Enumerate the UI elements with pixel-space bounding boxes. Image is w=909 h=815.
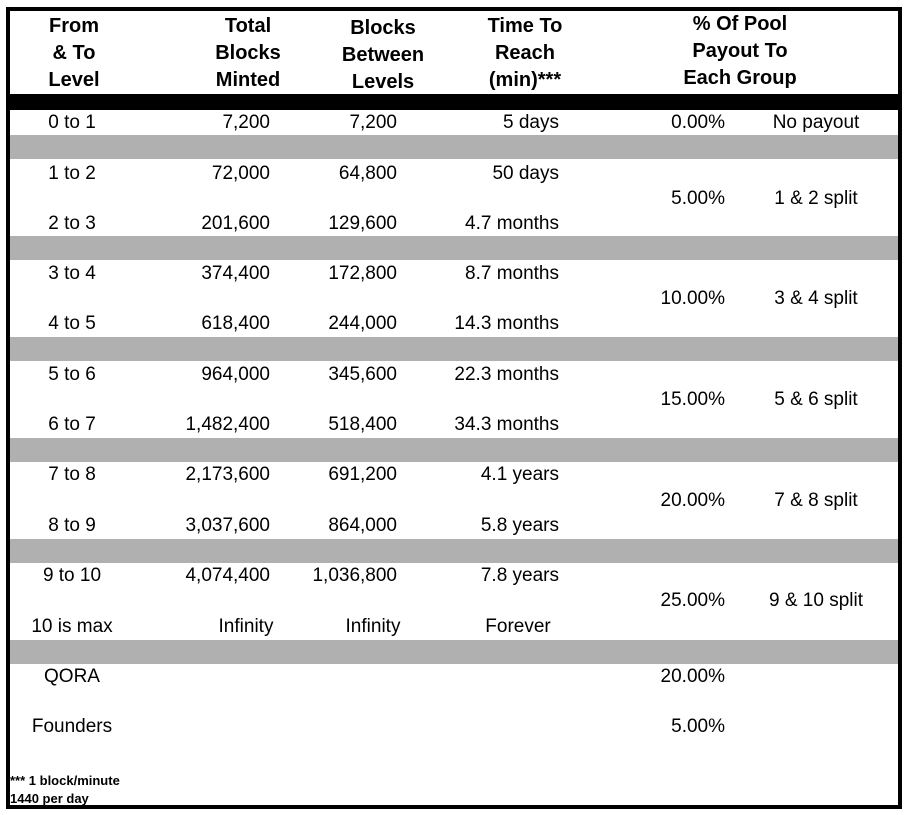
- level-cell: 9 to 10: [42, 565, 102, 586]
- header-line: Levels: [351, 71, 415, 93]
- footnote-line: *** 1 block/minute: [10, 773, 120, 788]
- header-line: % Of Pool: [692, 13, 788, 35]
- level-cell: 4 to 5: [48, 313, 96, 334]
- header-line: Total: [224, 15, 272, 37]
- payout-group-cell: 5 & 6 split: [774, 389, 858, 410]
- level-cell: 6 to 7: [48, 414, 96, 435]
- row-separator: [10, 438, 898, 462]
- header-line: Reach: [494, 42, 556, 64]
- header-line: Time To: [487, 15, 563, 37]
- time-to-reach-cell: 4.7 months: [465, 213, 559, 234]
- blocks-between-cell: 691,200: [328, 464, 397, 485]
- row-separator: [10, 135, 898, 159]
- time-to-reach-cell: 4.1 years: [480, 464, 559, 485]
- time-to-reach-cell: 8.7 months: [465, 263, 559, 284]
- blocks-between-cell: 64,800: [338, 163, 397, 184]
- level-cell: 10 is max: [31, 616, 113, 637]
- time-to-reach-cell: Forever: [485, 616, 551, 637]
- total-minted-cell: 374,400: [201, 263, 270, 284]
- time-to-reach-cell: 5 days: [503, 112, 559, 133]
- pool-percent-cell: 20.00%: [660, 490, 725, 511]
- extra-percent-cell: 20.00%: [660, 666, 725, 687]
- pool-percent-cell: 5.00%: [671, 188, 725, 209]
- payout-group-cell: 1 & 2 split: [774, 188, 858, 209]
- time-to-reach-cell: 7.8 years: [480, 565, 559, 586]
- payout-group-cell: 9 & 10 split: [769, 590, 863, 611]
- blocks-between-cell: 7,200: [349, 112, 397, 133]
- header-line: Minted: [215, 69, 281, 91]
- row-separator: [10, 640, 898, 664]
- blocks-between-cell: 172,800: [328, 263, 397, 284]
- payout-group-cell: 3 & 4 split: [774, 288, 858, 309]
- level-cell: 1 to 2: [48, 163, 96, 184]
- total-minted-cell: 618,400: [201, 313, 270, 334]
- blocks-between-cell: 345,600: [328, 364, 397, 385]
- blocks-between-cell: 864,000: [328, 515, 397, 536]
- extra-name-cell: Founders: [31, 716, 113, 737]
- total-minted-cell: 1,482,400: [185, 414, 270, 435]
- row-separator: [10, 539, 898, 563]
- pool-percent-cell: 25.00%: [660, 590, 725, 611]
- header-line: Each Group: [683, 67, 797, 89]
- blocks-between-cell: 1,036,800: [312, 565, 397, 586]
- header-time-to-reach: Time To Reach (min)***: [470, 13, 580, 94]
- header-divider: [10, 94, 898, 110]
- header-pool-payout: % Of Pool Payout To Each Group: [670, 11, 810, 92]
- level-cell: 2 to 3: [48, 213, 96, 234]
- time-to-reach-cell: 34.3 months: [454, 414, 559, 435]
- header-line: Blocks: [350, 17, 416, 39]
- header-total-blocks-minted: Total Blocks Minted: [203, 13, 293, 94]
- total-minted-cell: Infinity: [218, 616, 274, 637]
- extra-name-cell: QORA: [44, 666, 100, 687]
- row-separator: [10, 236, 898, 260]
- time-to-reach-cell: 50 days: [492, 163, 559, 184]
- level-cell: 0 to 1: [48, 112, 96, 133]
- level-cell: 7 to 8: [48, 464, 96, 485]
- total-minted-cell: 72,000: [211, 163, 270, 184]
- total-minted-cell: 4,074,400: [185, 565, 270, 586]
- extra-percent-cell: 5.00%: [671, 716, 725, 737]
- header-line: Between: [341, 44, 425, 66]
- header-blocks-between-levels: Blocks Between Levels: [328, 15, 438, 96]
- header-line: (min)***: [488, 69, 562, 91]
- payout-table: From & To Level Total Blocks Minted Bloc…: [6, 7, 902, 809]
- header-from-to-level: From & To Level: [32, 13, 116, 94]
- header-line: From: [49, 15, 99, 37]
- header-line: & To: [52, 42, 96, 64]
- blocks-between-cell: Infinity: [345, 616, 401, 637]
- blocks-between-cell: 129,600: [328, 213, 397, 234]
- total-minted-cell: 7,200: [222, 112, 270, 133]
- pool-percent-cell: 15.00%: [660, 389, 725, 410]
- total-minted-cell: 2,173,600: [185, 464, 270, 485]
- payout-group-cell: 7 & 8 split: [774, 490, 858, 511]
- header-line: Level: [48, 69, 100, 91]
- level-cell: 5 to 6: [48, 364, 96, 385]
- footnote-line: 1440 per day: [10, 791, 89, 806]
- header-line: Payout To: [692, 40, 788, 62]
- total-minted-cell: 201,600: [201, 213, 270, 234]
- pool-percent-cell: 10.00%: [660, 288, 725, 309]
- level-cell: 3 to 4: [48, 263, 96, 284]
- pool-percent-cell: 0.00%: [671, 112, 725, 133]
- time-to-reach-cell: 14.3 months: [454, 313, 559, 334]
- level-cell: 8 to 9: [48, 515, 96, 536]
- row-separator: [10, 337, 898, 361]
- time-to-reach-cell: 5.8 years: [480, 515, 559, 536]
- header-line: Blocks: [215, 42, 281, 64]
- blocks-between-cell: 518,400: [328, 414, 397, 435]
- total-minted-cell: 3,037,600: [185, 515, 270, 536]
- blocks-between-cell: 244,000: [328, 313, 397, 334]
- footnote: *** 1 block/minute 1440 per day: [10, 772, 120, 806]
- time-to-reach-cell: 22.3 months: [454, 364, 559, 385]
- total-minted-cell: 964,000: [201, 364, 270, 385]
- payout-group-cell: No payout: [772, 112, 860, 133]
